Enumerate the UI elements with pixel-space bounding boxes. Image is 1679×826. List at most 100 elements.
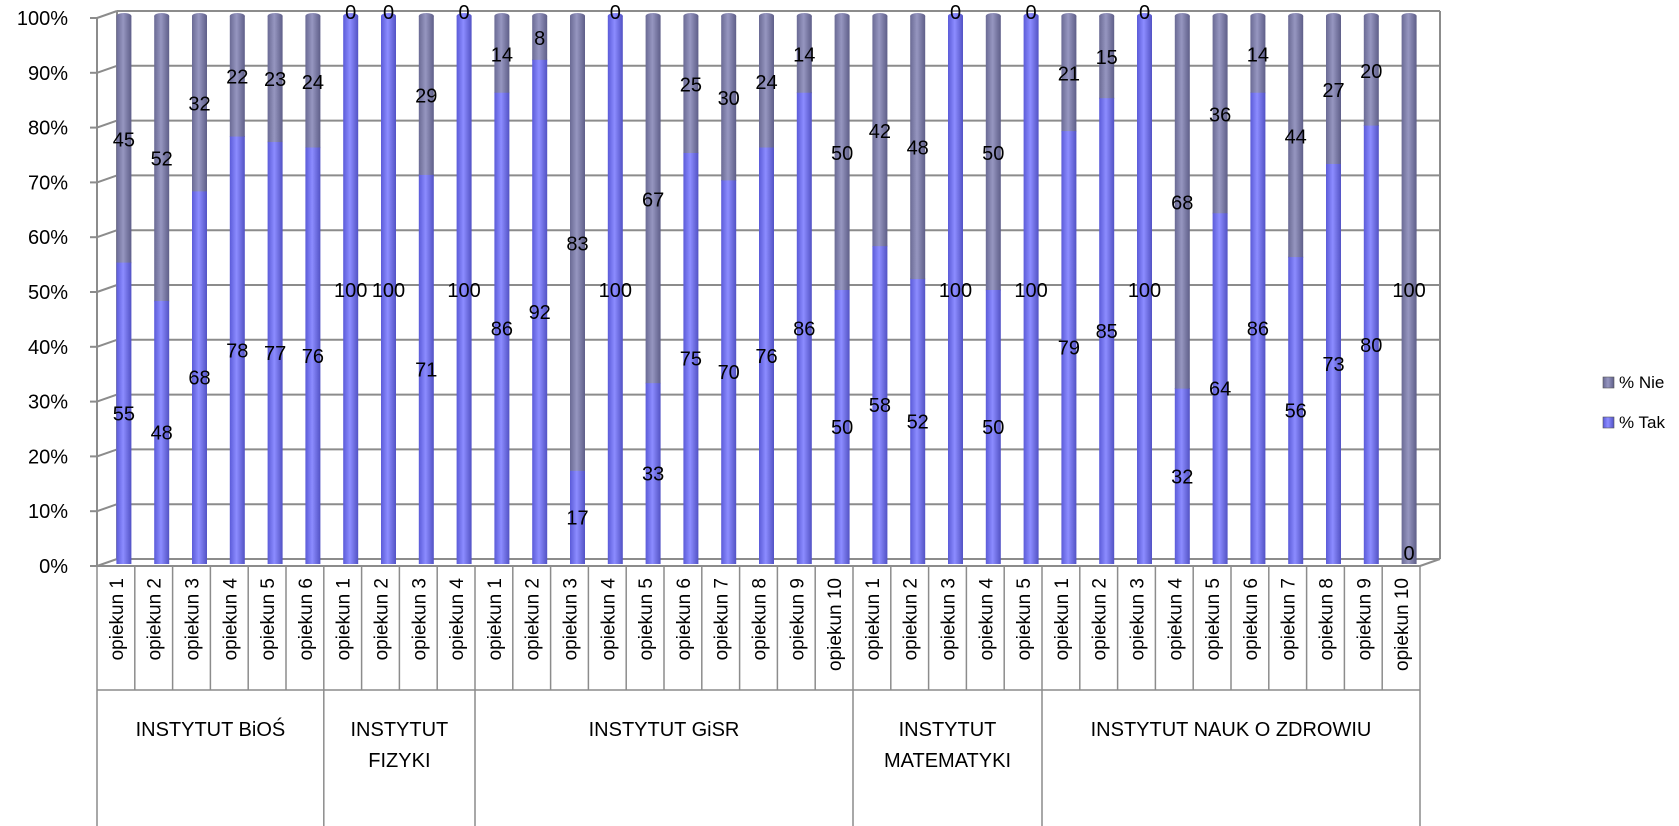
category-label: opiekun 5 [258, 578, 279, 660]
category-label: opiekun 4 [976, 578, 997, 661]
data-label-tak: 64 [1209, 379, 1231, 401]
bar-segment-nie [570, 13, 585, 471]
category-label: opiekun 2 [1090, 578, 1111, 660]
data-label-nie: 0 [950, 2, 961, 24]
data-label-tak: 76 [755, 346, 777, 368]
data-label-tak: 76 [302, 346, 324, 368]
category-label: opiekun 1 [107, 578, 128, 660]
gridline-depth [96, 119, 118, 129]
gridline-depth [96, 284, 118, 293]
data-label-tak: 100 [939, 280, 972, 302]
data-label-nie: 44 [1285, 127, 1307, 149]
data-label-tak: 0 [1404, 543, 1415, 565]
data-label-nie: 50 [982, 143, 1004, 165]
data-label-tak: 75 [680, 349, 702, 371]
gridline-depth [96, 229, 118, 239]
bar-segment-nie [683, 13, 699, 153]
data-label-nie: 36 [1209, 105, 1231, 127]
data-labels: 55 45 48 52 68 32 78 22 77 23 76 24 100 0 100 0 71 29 100 0… [113, 2, 1426, 565]
category-label: opiekun 4 [447, 578, 468, 661]
group-label: INSTYTUT FIZYKI [351, 719, 449, 772]
category-label: opiekun 5 [1203, 578, 1224, 660]
category-label: opiekun 3 [1128, 578, 1149, 660]
category-label: opiekun 4 [1165, 578, 1186, 661]
bar-segment-nie [1250, 13, 1266, 93]
bar-segment-nie [796, 13, 812, 93]
bar-segment-nie [1174, 13, 1190, 389]
data-label-nie: 15 [1096, 47, 1118, 69]
data-label-nie: 20 [1360, 61, 1382, 83]
bar-segment-tak [948, 13, 963, 564]
bar-segment-nie [872, 13, 888, 247]
data-label-tak: 100 [599, 280, 632, 302]
bar-segment-tak [1023, 13, 1039, 564]
data-label-tak: 71 [415, 359, 437, 381]
data-label-nie: 25 [680, 75, 702, 97]
legend-swatch [1602, 416, 1615, 429]
category-label: opiekun 5 [636, 578, 657, 660]
category-label: opiekun 9 [787, 578, 808, 660]
data-label-tak: 100 [334, 280, 367, 302]
group-label: INSTYTUT MATEMATYKI [884, 719, 1011, 772]
y-tick-label: 40% [28, 337, 68, 359]
data-label-nie: 42 [869, 121, 891, 143]
data-label-nie: 14 [793, 44, 815, 66]
data-label-nie: 0 [1139, 2, 1150, 24]
category-label: opiekun 2 [372, 578, 393, 660]
gridline-depth [96, 558, 118, 567]
bar-segment-nie [1363, 13, 1379, 126]
category-label: opiekun 8 [750, 578, 771, 660]
data-label-nie: 48 [907, 138, 929, 160]
legend-swatch [1602, 376, 1615, 389]
gridline-depth [96, 448, 118, 458]
data-label-nie: 29 [415, 85, 437, 107]
category-label: opiekun 6 [296, 578, 317, 660]
data-label-tak: 86 [793, 318, 815, 340]
bar-segment-nie [985, 13, 1001, 290]
data-label-nie: 23 [264, 69, 286, 91]
y-tick-label: 0% [39, 556, 68, 578]
bar-segment-nie [494, 13, 510, 93]
bar-segment-nie [645, 13, 661, 384]
y-tick-label: 100% [17, 8, 68, 30]
data-label-nie: 67 [642, 190, 664, 212]
gridline-depth [96, 10, 118, 19]
data-label-nie: 32 [188, 94, 210, 116]
data-label-tak: 100 [372, 280, 405, 302]
category-label: opiekun 4 [598, 578, 619, 661]
data-label-nie: 22 [226, 66, 248, 88]
data-label-tak: 33 [642, 464, 664, 486]
gridline-depth [96, 338, 118, 348]
bar-segment-nie [1401, 13, 1417, 564]
data-label-nie: 14 [491, 44, 513, 66]
floor-edge [1419, 558, 1441, 567]
bar-segment-nie [154, 13, 170, 301]
data-label-nie: 0 [345, 2, 356, 24]
data-label-nie: 52 [151, 148, 173, 170]
data-label-tak: 52 [907, 412, 929, 434]
gridline-depth [96, 64, 118, 74]
data-label-nie: 0 [1026, 2, 1037, 24]
category-label: opiekun 10 [1392, 578, 1413, 671]
data-label-nie: 45 [113, 129, 135, 151]
data-label-nie: 30 [718, 88, 740, 110]
bar-segment-tak [607, 13, 623, 564]
category-label: opiekun 1 [334, 578, 355, 660]
data-label-tak: 100 [1014, 280, 1047, 302]
data-label-tak: 58 [869, 395, 891, 417]
data-label-tak: 48 [151, 422, 173, 444]
bar-segment-tak [1137, 13, 1152, 564]
category-label: opiekun 7 [1279, 578, 1300, 660]
bar-segment-nie [834, 13, 850, 290]
data-label-tak: 86 [491, 318, 513, 340]
data-label-tak: 78 [226, 340, 248, 362]
data-label-tak: 100 [1128, 280, 1161, 302]
category-label: opiekun 1 [863, 578, 884, 660]
bar-segment-nie [910, 13, 926, 280]
y-tick-label: 70% [28, 172, 68, 194]
data-label-tak: 32 [1171, 466, 1193, 488]
legend-label: % Tak [1619, 413, 1665, 432]
category-label: opiekun 2 [523, 578, 544, 660]
bar-segment-nie [267, 13, 283, 143]
